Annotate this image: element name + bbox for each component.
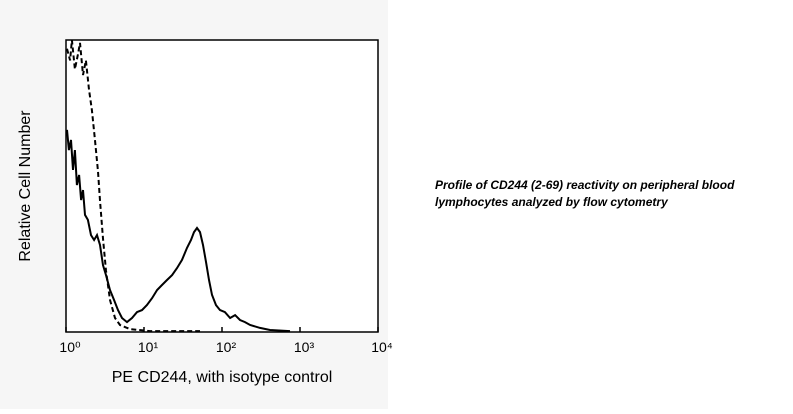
caption: lymphocytes analyzed by flow cytometry bbox=[435, 195, 669, 209]
histogram-line bbox=[66, 39, 200, 333]
x-axis-label: PE CD244, with isotype control bbox=[112, 369, 333, 386]
y-axis-label: Relative Cell Number bbox=[17, 110, 34, 262]
x-tick-label: 10¹ bbox=[138, 339, 159, 355]
x-tick-label: 10⁴ bbox=[371, 339, 393, 355]
histogram-line bbox=[66, 129, 291, 333]
x-tick-label: 10³ bbox=[294, 339, 315, 355]
plot-frame bbox=[65, 39, 379, 333]
x-tick-label: 10⁰ bbox=[59, 339, 81, 355]
x-tick-label: 10² bbox=[216, 339, 237, 355]
caption: Profile of CD244 (2-69) reactivity on pe… bbox=[435, 178, 735, 192]
